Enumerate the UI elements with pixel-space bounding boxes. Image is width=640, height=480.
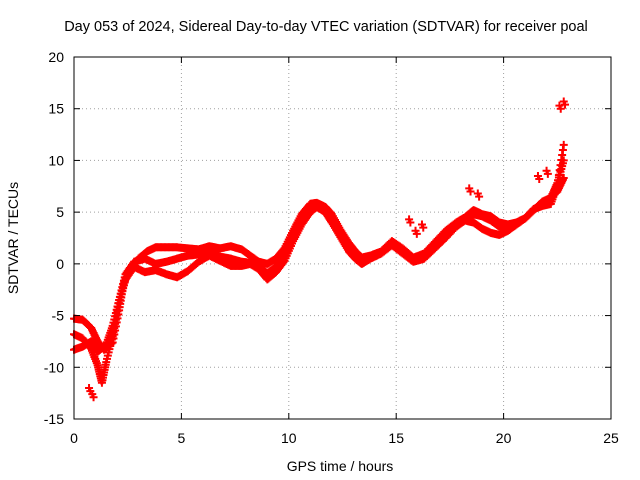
y-tick-label: -5 xyxy=(52,308,65,324)
data-point xyxy=(89,393,98,402)
data-points xyxy=(70,97,570,402)
data-point xyxy=(419,223,428,232)
y-tick-label: 0 xyxy=(56,256,64,272)
plot-frame xyxy=(73,56,612,420)
y-axis-label: SDTVAR / TECUs xyxy=(5,182,21,294)
y-tick-label: 5 xyxy=(56,204,64,220)
data-point xyxy=(559,140,568,149)
data-point xyxy=(412,229,421,238)
data-point xyxy=(559,156,568,165)
x-tick-label: 15 xyxy=(388,430,404,446)
axis-ticks: 0 5 10 15 20 25 -15 -10 -5 0 5 10 15 20 xyxy=(44,49,619,446)
x-tick-label: 5 xyxy=(178,430,186,446)
data-point xyxy=(561,100,570,109)
x-tick-label: 10 xyxy=(281,430,297,446)
y-tick-label: 20 xyxy=(48,49,64,65)
data-point xyxy=(535,175,544,184)
data-point xyxy=(406,218,415,227)
y-tick-label: -10 xyxy=(44,359,64,375)
y-tick-label: -15 xyxy=(44,411,64,427)
data-point xyxy=(556,104,565,113)
data-point xyxy=(466,187,475,196)
y-tick-label: 15 xyxy=(48,101,64,117)
chart-title: Day 053 of 2024, Sidereal Day-to-day VTE… xyxy=(64,19,588,35)
x-tick-label: 0 xyxy=(70,430,78,446)
x-axis-label: GPS time / hours xyxy=(287,458,394,474)
data-point xyxy=(475,192,484,201)
x-tick-label: 20 xyxy=(496,430,512,446)
x-tick-label: 25 xyxy=(603,430,619,446)
data-point xyxy=(543,169,552,178)
y-tick-label: 10 xyxy=(48,152,64,168)
